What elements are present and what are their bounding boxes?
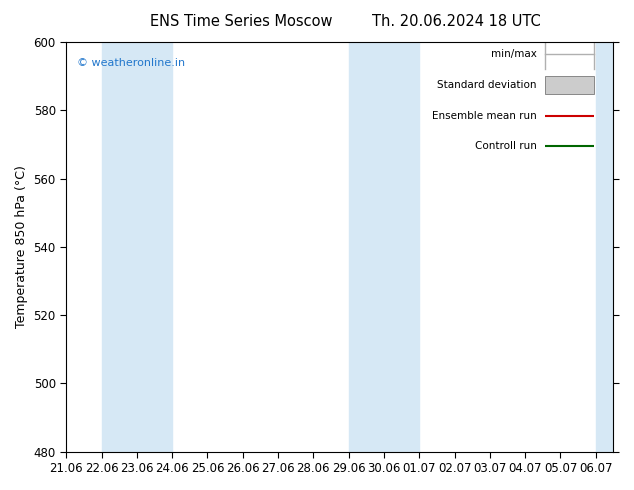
- Bar: [545, 76, 594, 94]
- Bar: [596, 42, 614, 452]
- Text: Controll run: Controll run: [475, 142, 537, 151]
- Text: Standard deviation: Standard deviation: [437, 80, 537, 90]
- Text: Ensemble mean run: Ensemble mean run: [432, 111, 537, 121]
- Y-axis label: Temperature 850 hPa (°C): Temperature 850 hPa (°C): [15, 166, 28, 328]
- Text: © weatheronline.in: © weatheronline.in: [77, 58, 185, 69]
- Bar: [101, 42, 172, 452]
- Bar: [349, 42, 419, 452]
- Text: min/max: min/max: [491, 49, 537, 59]
- Text: ENS Time Series Moscow: ENS Time Series Moscow: [150, 14, 332, 29]
- Text: Th. 20.06.2024 18 UTC: Th. 20.06.2024 18 UTC: [372, 14, 541, 29]
